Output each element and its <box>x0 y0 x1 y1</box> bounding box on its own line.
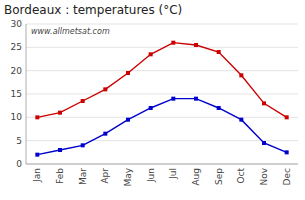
y-axis <box>26 24 27 164</box>
plot-area <box>35 41 288 157</box>
y-tick-label: 5 <box>16 136 22 146</box>
point-marker <box>126 118 130 122</box>
point-marker <box>171 41 175 45</box>
watermark: www.allmetsat.com <box>31 27 110 36</box>
y-tick-label: 0 <box>16 159 22 169</box>
y-tick-label: 10 <box>11 112 23 122</box>
point-marker <box>239 73 243 77</box>
series-line <box>37 43 286 118</box>
point-marker <box>262 101 266 105</box>
grid-line <box>26 140 298 141</box>
point-marker <box>58 111 62 115</box>
x-tick-label: Jun <box>146 168 156 183</box>
x-tick-label: Feb <box>55 168 65 184</box>
x-tick-label: Aug <box>191 168 201 186</box>
grid-line <box>26 47 298 48</box>
point-marker <box>126 71 130 75</box>
grid-line <box>26 117 298 118</box>
point-marker <box>239 118 243 122</box>
point-marker <box>262 141 266 145</box>
x-tick-label: Apr <box>100 168 110 184</box>
x-tick-label: Sep <box>214 168 224 185</box>
point-marker <box>285 115 289 119</box>
x-axis <box>26 164 298 165</box>
y-tick-label: 25 <box>11 42 22 52</box>
point-marker <box>217 50 221 54</box>
y-tick-label: 20 <box>11 66 23 76</box>
point-marker <box>103 132 107 136</box>
point-marker <box>171 97 175 101</box>
y-tick-label: 30 <box>11 19 23 29</box>
point-marker <box>149 106 153 110</box>
x-tick-label: Oct <box>236 168 246 184</box>
point-marker <box>81 143 85 147</box>
title: Bordeaux : temperatures (°C) <box>4 3 182 17</box>
x-tick-label: Jan <box>32 168 42 183</box>
chart: Bordeaux : temperatures (°C) 0 5 10 15 20 25 30… <box>0 0 305 200</box>
y-tick-label: 15 <box>11 89 22 99</box>
point-marker <box>217 106 221 110</box>
point-marker <box>81 99 85 103</box>
grid-line <box>26 164 298 165</box>
point-marker <box>149 52 153 56</box>
point-marker <box>35 115 39 119</box>
point-marker <box>194 43 198 47</box>
x-tick-label: Jul <box>168 168 178 180</box>
point-marker <box>194 97 198 101</box>
grid-line <box>26 24 298 25</box>
x-tick-label: May <box>123 167 133 186</box>
grid-line <box>26 70 298 71</box>
point-marker <box>285 150 289 154</box>
point-marker <box>58 148 62 152</box>
x-tick-label: Mar <box>78 168 88 185</box>
x-tick-label: Nov <box>259 167 269 185</box>
x-tick-label: Dec <box>282 168 292 185</box>
series-line <box>37 99 286 155</box>
point-marker <box>35 153 39 157</box>
point-marker <box>103 87 107 91</box>
